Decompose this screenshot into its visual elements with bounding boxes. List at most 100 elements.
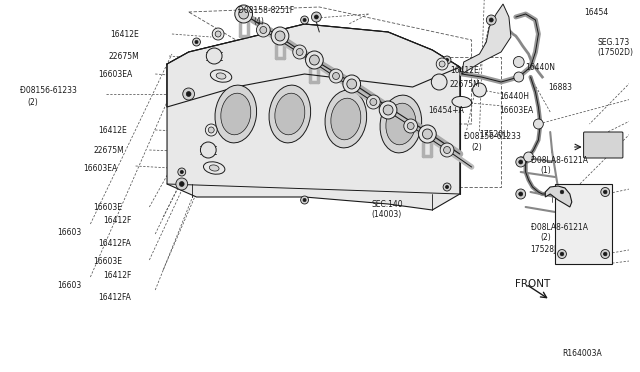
Text: SEC.140: SEC.140 [371,199,403,208]
Circle shape [380,101,397,119]
Circle shape [439,61,445,67]
Circle shape [445,185,449,189]
Text: (1): (1) [540,166,551,174]
Circle shape [513,57,524,67]
Text: 16603EA: 16603EA [499,106,533,115]
Circle shape [333,73,339,80]
Circle shape [312,12,321,22]
Ellipse shape [204,162,225,174]
Text: 16412E: 16412E [450,65,479,74]
Text: 16454+A: 16454+A [428,106,464,115]
Circle shape [176,178,188,190]
Circle shape [604,252,607,256]
Text: 17520U: 17520U [479,129,509,138]
Text: 16412E: 16412E [99,125,127,135]
FancyBboxPatch shape [584,132,623,158]
Circle shape [407,122,414,129]
Circle shape [560,252,564,256]
Circle shape [486,15,496,25]
Text: 16412E: 16412E [110,29,139,38]
Text: 16440H: 16440H [499,92,529,100]
Text: Ð08158-8251F: Ð08158-8251F [238,6,294,15]
Circle shape [208,127,214,133]
Text: 22675M: 22675M [108,51,139,61]
Text: 16412F: 16412F [103,215,132,224]
Circle shape [310,55,319,65]
Text: (14003): (14003) [371,209,402,218]
Polygon shape [462,4,511,74]
Circle shape [560,190,564,194]
Circle shape [557,187,566,196]
Text: 16603E: 16603E [93,202,122,212]
Ellipse shape [209,165,219,171]
Polygon shape [167,24,460,210]
Text: 16412FA: 16412FA [99,240,131,248]
Text: (2): (2) [28,97,38,106]
Text: FRONT: FRONT [515,279,550,289]
Circle shape [186,92,191,96]
Circle shape [215,31,221,37]
Circle shape [239,9,248,19]
Circle shape [422,129,432,139]
Circle shape [383,105,393,115]
Circle shape [314,15,318,19]
Ellipse shape [452,96,472,108]
Circle shape [601,187,610,196]
Circle shape [296,48,303,55]
Circle shape [436,58,448,70]
Circle shape [516,189,525,199]
Text: 16440N: 16440N [525,62,556,71]
Text: 22675M: 22675M [93,145,124,154]
Circle shape [404,119,417,133]
Circle shape [370,99,377,106]
Circle shape [534,119,543,129]
Text: SEG.173: SEG.173 [597,38,630,46]
Ellipse shape [221,93,251,135]
Ellipse shape [331,98,361,140]
Polygon shape [167,24,460,107]
Circle shape [271,27,289,45]
Circle shape [179,182,184,186]
Circle shape [367,95,380,109]
Text: Ð08156-61233: Ð08156-61233 [20,86,77,94]
Circle shape [524,152,534,162]
Text: 22675M: 22675M [450,80,481,89]
Text: 16454: 16454 [584,7,609,16]
Circle shape [445,58,449,62]
Ellipse shape [216,73,226,79]
Circle shape [303,198,306,202]
Text: Ð08LA8-6121A: Ð08LA8-6121A [531,222,588,231]
Text: 16603EA: 16603EA [99,70,132,78]
Circle shape [329,69,343,83]
Circle shape [443,183,451,191]
Text: 17528J: 17528J [531,246,557,254]
Text: (2): (2) [472,142,483,151]
Circle shape [514,72,524,82]
Ellipse shape [269,85,310,143]
Circle shape [292,45,307,59]
Ellipse shape [215,85,257,143]
Circle shape [347,79,356,89]
Text: Ð08LA8-6121A: Ð08LA8-6121A [531,155,588,164]
Circle shape [180,170,183,174]
Circle shape [516,157,525,167]
Text: (4): (4) [253,16,264,26]
FancyBboxPatch shape [555,184,612,264]
Text: 16883: 16883 [548,83,572,92]
Ellipse shape [325,90,367,148]
Text: 16603E: 16603E [93,257,122,266]
Ellipse shape [380,95,422,153]
Circle shape [193,38,200,46]
Circle shape [257,23,270,37]
Circle shape [419,125,436,143]
Circle shape [200,142,216,158]
Circle shape [301,196,308,204]
Circle shape [205,124,217,136]
Circle shape [301,16,308,24]
Ellipse shape [386,103,416,145]
Circle shape [519,160,523,164]
Polygon shape [545,186,572,207]
Ellipse shape [275,93,305,135]
Text: 16412F: 16412F [103,270,132,279]
Text: 16412FA: 16412FA [99,294,131,302]
